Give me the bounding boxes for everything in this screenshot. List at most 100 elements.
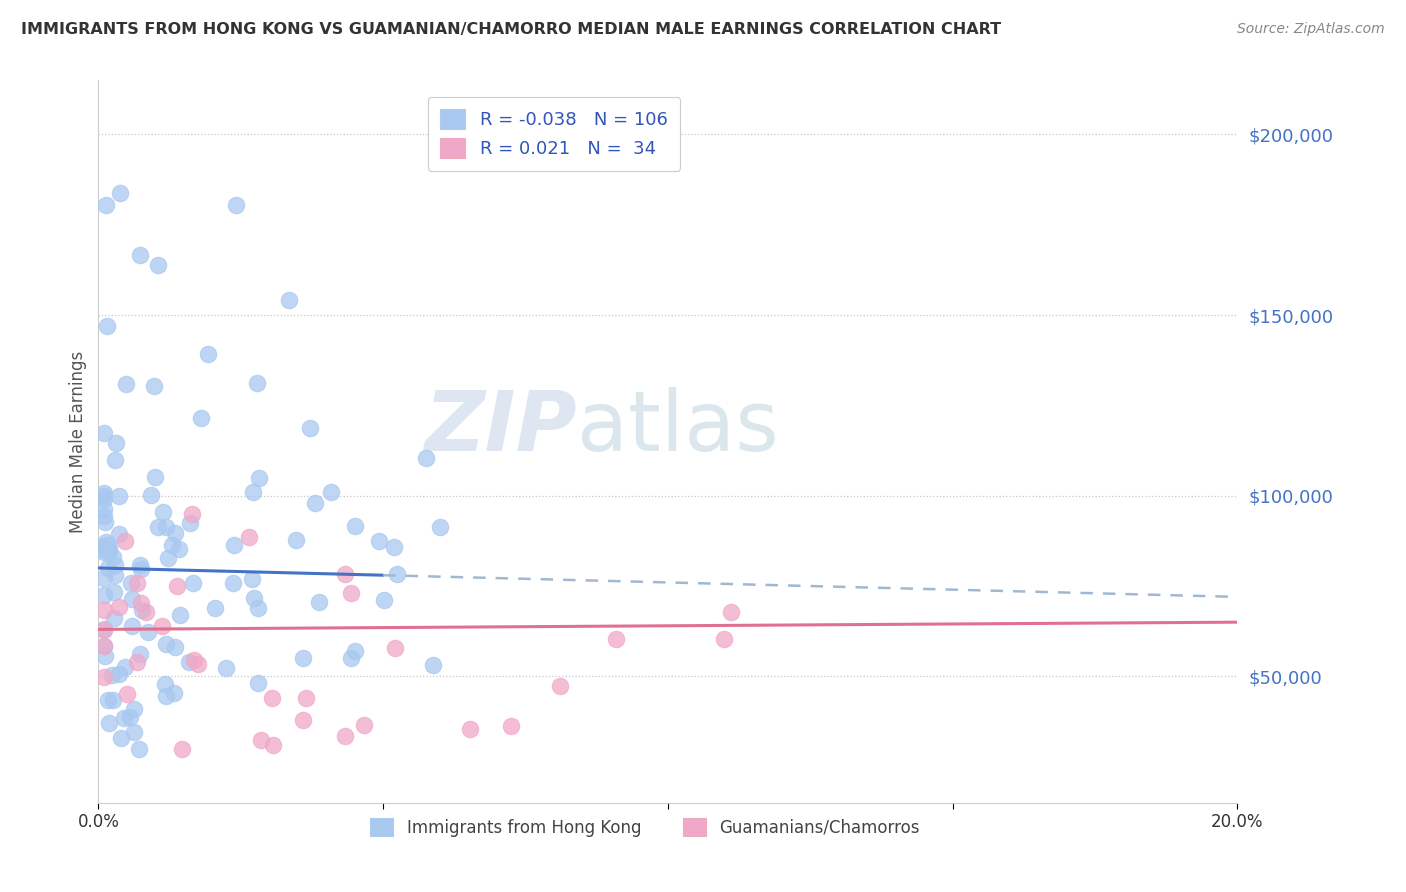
Point — [713, 632, 735, 647]
Point — [384, 641, 406, 656]
Point — [139, 488, 162, 502]
Point — [222, 538, 245, 552]
Point — [93, 623, 115, 637]
Point — [135, 605, 157, 619]
Point — [93, 426, 115, 441]
Point — [340, 586, 363, 600]
Text: IMMIGRANTS FROM HONG KONG VS GUAMANIAN/CHAMORRO MEDIAN MALE EARNINGS CORRELATION: IMMIGRANTS FROM HONG KONG VS GUAMANIAN/C… — [21, 22, 1001, 37]
Point — [163, 686, 186, 700]
Point — [93, 571, 115, 585]
Point — [129, 596, 152, 610]
Point — [155, 689, 177, 703]
Point — [93, 539, 115, 553]
Point — [93, 588, 115, 602]
Point — [107, 599, 129, 614]
Point — [131, 603, 153, 617]
Point — [103, 693, 125, 707]
Point — [93, 489, 115, 503]
Point — [165, 640, 187, 655]
Point — [181, 576, 204, 591]
Point — [155, 637, 177, 651]
Point — [108, 527, 131, 541]
Point — [238, 531, 260, 545]
Legend: Immigrants from Hong Kong, Guamanians/Chamorros: Immigrants from Hong Kong, Guamanians/Ch… — [361, 810, 928, 845]
Point — [114, 533, 136, 548]
Point — [157, 550, 180, 565]
Point — [93, 622, 115, 636]
Point — [353, 718, 375, 732]
Point — [93, 542, 115, 557]
Point — [127, 655, 149, 669]
Point — [458, 723, 481, 737]
Text: atlas: atlas — [576, 386, 779, 467]
Point — [298, 421, 321, 435]
Point — [167, 541, 190, 556]
Point — [225, 197, 247, 211]
Point — [129, 562, 152, 576]
Point — [118, 710, 141, 724]
Point — [422, 658, 444, 673]
Point — [97, 692, 120, 706]
Point — [124, 725, 146, 739]
Y-axis label: Median Male Earnings: Median Male Earnings — [69, 351, 87, 533]
Point — [284, 533, 307, 548]
Point — [385, 566, 408, 581]
Point — [104, 558, 127, 573]
Point — [120, 575, 142, 590]
Point — [183, 653, 205, 667]
Point — [162, 538, 184, 552]
Point — [170, 742, 193, 756]
Point — [143, 470, 166, 484]
Point — [136, 625, 159, 640]
Point — [605, 632, 627, 646]
Point — [97, 542, 120, 557]
Point — [97, 561, 120, 575]
Point — [107, 489, 129, 503]
Point — [179, 516, 201, 531]
Point — [179, 655, 201, 669]
Point — [108, 186, 131, 200]
Point — [247, 601, 270, 615]
Point — [246, 675, 269, 690]
Point — [720, 606, 742, 620]
Point — [250, 733, 273, 747]
Point — [262, 739, 284, 753]
Point — [333, 567, 356, 582]
Point — [93, 545, 115, 559]
Point — [101, 668, 124, 682]
Point — [222, 575, 245, 590]
Point — [98, 716, 121, 731]
Point — [429, 520, 451, 534]
Point — [93, 492, 115, 507]
Point — [146, 520, 169, 534]
Point — [321, 484, 343, 499]
Point — [115, 687, 138, 701]
Point — [93, 501, 115, 516]
Point — [143, 379, 166, 393]
Point — [155, 676, 177, 690]
Point — [291, 713, 314, 727]
Point — [97, 545, 120, 559]
Point — [187, 657, 209, 672]
Point — [110, 731, 132, 745]
Point — [121, 619, 143, 633]
Point — [121, 591, 143, 606]
Point — [103, 584, 125, 599]
Point — [107, 666, 129, 681]
Point — [343, 519, 366, 533]
Point — [181, 507, 204, 521]
Point — [115, 377, 138, 392]
Point — [93, 670, 115, 684]
Point — [215, 661, 238, 675]
Point — [93, 602, 115, 616]
Point — [129, 558, 152, 573]
Point — [292, 650, 315, 665]
Point — [112, 711, 135, 725]
Point — [101, 549, 124, 564]
Point — [94, 649, 117, 664]
Point — [155, 520, 177, 534]
Point — [96, 319, 118, 334]
Point — [382, 540, 405, 554]
Point — [103, 611, 125, 625]
Point — [367, 533, 389, 548]
